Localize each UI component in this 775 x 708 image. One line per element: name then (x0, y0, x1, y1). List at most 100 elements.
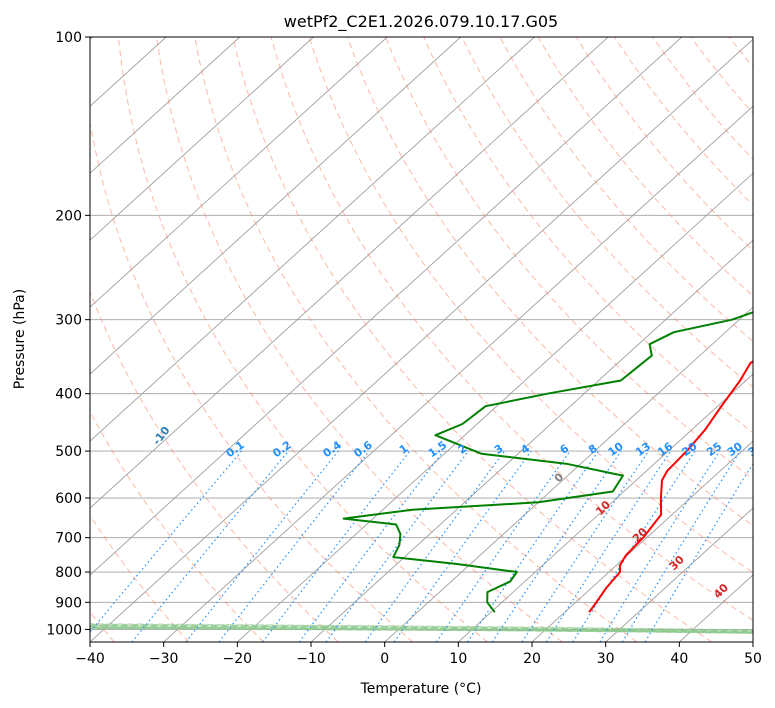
mixing-ratio-line (521, 450, 650, 642)
isopleth-labels: 0.10.20.40.611.52346810131620253036-100-… (90, 386, 766, 601)
dry-adiabat (690, 37, 753, 115)
mixing-ratio-line (298, 450, 444, 642)
y-tick-label: 100 (55, 30, 82, 46)
x-tick-label: −40 (75, 651, 105, 667)
dry-adiabat (308, 37, 753, 574)
isotherm-line (90, 38, 753, 642)
mixing-ratio-label: 13 (633, 440, 653, 459)
mixing-ratio-line (435, 450, 571, 642)
y-tick-label: 600 (55, 491, 82, 507)
dry-adiabat (575, 37, 753, 252)
dry-adiabat (767, 37, 775, 642)
mixing-ratio-label: 6 (557, 442, 571, 457)
mixing-ratio-line (185, 450, 339, 642)
isotherm-line (678, 574, 753, 642)
dry-adiabat (232, 37, 712, 642)
moist-adiabat (90, 625, 753, 633)
y-tick-label: 1000 (46, 622, 82, 638)
isotherm-line (605, 507, 753, 642)
mixing-ratio-label: 25 (704, 440, 724, 459)
mixing-ratio-line (621, 450, 741, 642)
isotherm-line (384, 306, 753, 642)
cape-label: 10 (593, 498, 613, 518)
mixing-ratio-label: 16 (655, 439, 675, 459)
isotherm-line (90, 37, 535, 442)
dry-adiabat (194, 37, 638, 642)
mixing-ratio-line (218, 450, 370, 642)
x-tick-label: 20 (523, 651, 541, 667)
dry-adiabat (385, 37, 753, 480)
mixing-ratio-label: 0.1 (223, 438, 246, 460)
mixing-ratio-label: 0.6 (351, 438, 375, 460)
series-layer (342, 311, 753, 613)
mixing-ratio-label: 0.2 (270, 438, 293, 460)
isotherm-line (90, 37, 462, 375)
mixing-ratio-label: 1.5 (426, 438, 449, 460)
isotherm-line (90, 37, 683, 576)
dry-adiabat (90, 119, 414, 642)
y-axis-title: Pressure (hPa) (12, 289, 28, 389)
mixing-ratio-label: 0.4 (321, 438, 345, 460)
y-tick-label: 300 (55, 313, 82, 329)
mixing-ratio-line (364, 450, 505, 642)
mixing-ratio-label: 36 (746, 439, 766, 459)
chart-title: wetPf2_C2E1.2026.079.10.17.G05 (284, 12, 558, 32)
x-tick-label: 30 (597, 651, 615, 667)
mixing-ratio-line (491, 450, 622, 642)
y-tick-label: 400 (55, 387, 82, 403)
x-tick-label: 0 (380, 651, 389, 667)
y-tick-label: 700 (55, 531, 82, 547)
x-axis-ticks: −40 −30 −20 −10 0 10 20 30 40 50 (75, 642, 762, 667)
isotherm-line (236, 172, 753, 642)
cape-label: 30 (667, 553, 687, 573)
isotherm-line (310, 239, 753, 642)
isotherm-line (457, 373, 753, 642)
y-tick-label: 900 (55, 595, 82, 611)
y-tick-label: 200 (55, 208, 82, 224)
isotherm-line (90, 37, 314, 241)
dry-adiabat (117, 37, 488, 642)
dry-adiabat (499, 37, 753, 343)
isotherm-line (90, 37, 388, 308)
isotherm-line (531, 440, 753, 642)
y-axis-ticks: 1000 900 800 700 600 500 400 300 200 100 (46, 30, 90, 638)
mixing-ratio-line (599, 450, 721, 642)
x-tick-label: 40 (670, 651, 688, 667)
dry-adiabat (90, 514, 190, 642)
dry-adiabat (90, 410, 264, 642)
x-tick-label: 10 (449, 651, 467, 667)
mixing-ratio-label: 30 (725, 439, 745, 459)
x-tick-label: −10 (296, 651, 326, 667)
dry-adiabat (156, 37, 563, 642)
y-tick-label: 800 (55, 565, 82, 581)
isotherm-line (90, 37, 241, 174)
moist-adiabat (90, 627, 753, 634)
mixing-ratio-line (545, 450, 672, 642)
dry-adiabat (537, 37, 753, 297)
mixing-ratio-line (90, 450, 242, 634)
mixing-ratio-label: 8 (586, 442, 600, 457)
dewpoint-profile (342, 311, 753, 613)
cape-label: 20 (630, 525, 650, 545)
x-axis-title: Temperature (°C) (360, 681, 482, 697)
x-tick-label: 50 (744, 651, 762, 667)
mixing-ratio-line (131, 450, 289, 642)
dry-adiabat-label: -10 (150, 424, 173, 448)
dry-adiabat (652, 37, 753, 161)
grid-layer (90, 37, 775, 642)
x-tick-label: −30 (149, 651, 179, 667)
moist-adiabat (90, 626, 753, 633)
mixing-ratio-label: 4 (519, 442, 533, 457)
mixing-ratio-label: 10 (606, 439, 626, 459)
dry-adiabat (270, 37, 753, 621)
mixing-ratio-line (644, 462, 753, 642)
mixing-ratio-line (467, 450, 599, 642)
dry-adiabat (90, 290, 339, 642)
temperature-profile (588, 360, 753, 613)
isotherm-line (163, 105, 753, 642)
mixing-ratio-line (262, 450, 411, 642)
plot-frame (89, 36, 754, 643)
isotherm-line (90, 37, 609, 509)
y-tick-label: 500 (55, 444, 82, 460)
